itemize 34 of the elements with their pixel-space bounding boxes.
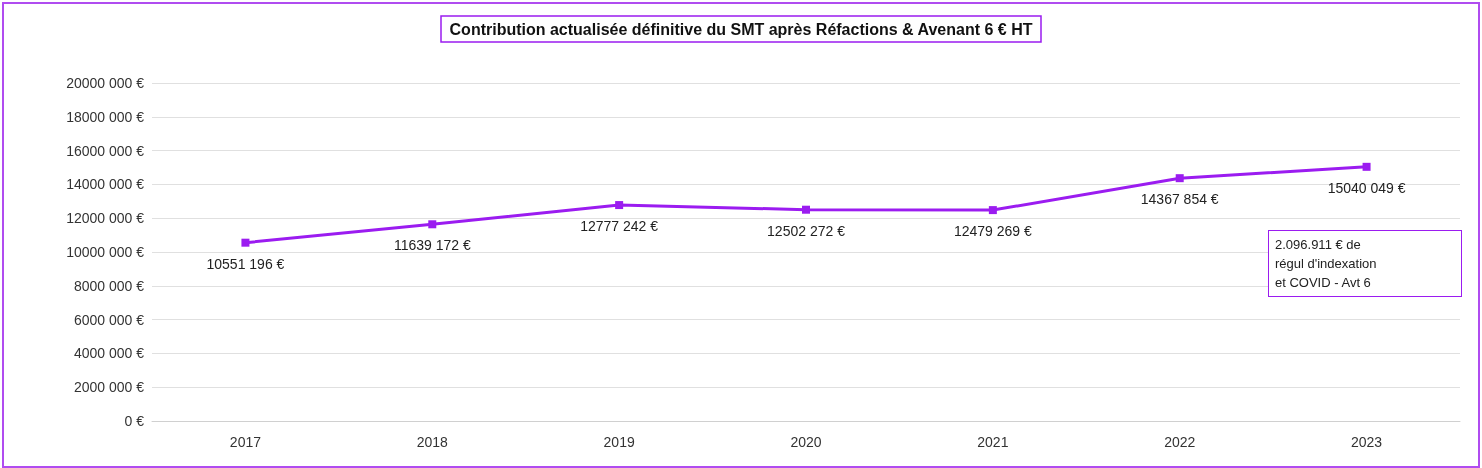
y-tick-label: 6000 000 €	[73, 311, 145, 328]
y-tick-label: 16000 000 €	[66, 142, 145, 159]
data-label: 12777 242 €	[580, 218, 659, 235]
data-label: 14367 854 €	[1140, 191, 1219, 208]
point	[1175, 174, 1184, 183]
x-tick-label: 2017	[229, 434, 262, 450]
point	[988, 206, 997, 215]
point	[428, 220, 437, 229]
x-tick-label: 2018	[416, 434, 449, 450]
y-tick-label: 4000 000 €	[73, 345, 145, 362]
point	[615, 201, 624, 210]
data-label: 15040 049 €	[1327, 179, 1406, 196]
data-label: 11639 172 €	[393, 237, 471, 254]
point	[802, 205, 810, 214]
point	[1362, 162, 1371, 171]
y-tick-label: 18000 000 €	[66, 108, 145, 125]
y-tick-label: 12000 000 €	[66, 210, 145, 227]
x-tick-label: 2021	[977, 434, 1009, 450]
chart-title: Contribution actualisée définitive du SMT après Réfactions & Avenant 6 € HT	[449, 20, 1033, 38]
point	[241, 238, 250, 247]
y-tick-label: 2000 000 €	[73, 379, 145, 396]
y-tick-label: 14000 000 €	[66, 176, 145, 193]
note-box: 2.096.911 € de régul d'indexation et COVID - Avt 6	[1268, 230, 1462, 297]
x-tick-label: 2022	[1164, 434, 1196, 450]
y-tick-label: 8000 000 €	[73, 277, 145, 294]
data-label: 12479 269 €	[953, 223, 1032, 240]
data-label: 12502 272 €	[767, 222, 846, 239]
x-tick-label: 2023	[1350, 434, 1383, 450]
x-tick-label: 2020	[790, 434, 822, 450]
y-tick-label: 20000 000 €	[66, 75, 145, 91]
x-tick-label: 2019	[603, 434, 635, 450]
y-tick-label: 10000 000 €	[66, 244, 145, 260]
y-tick-label: 0 €	[124, 413, 145, 429]
data-label: 10551 196 €	[206, 255, 285, 272]
